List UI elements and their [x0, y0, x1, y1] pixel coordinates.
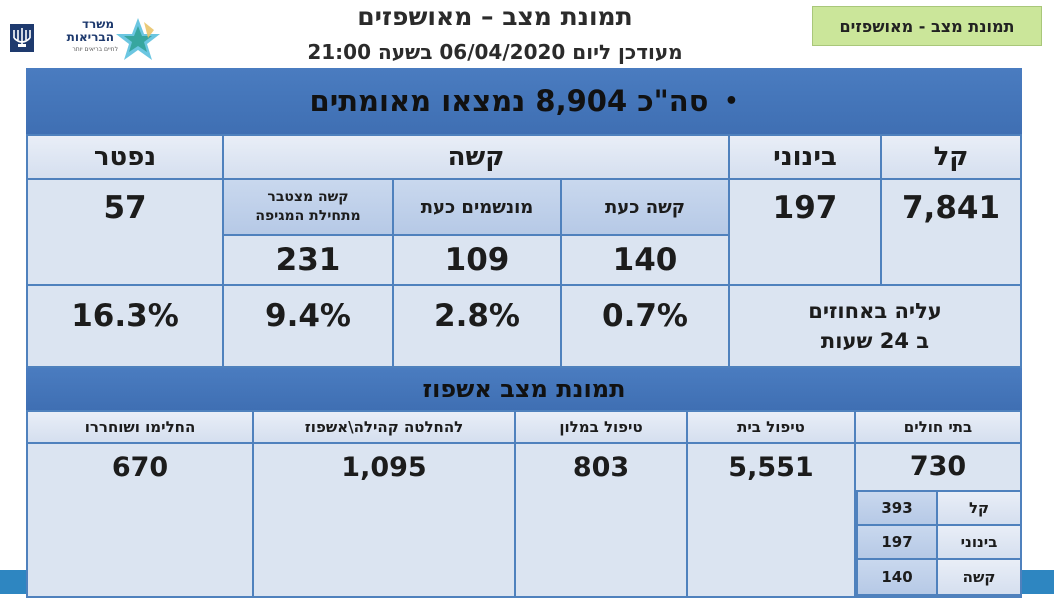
ministry-name-line1: משרד — [81, 17, 114, 31]
increase-ventilated-now: 2.8% — [394, 286, 560, 366]
value-hospitals: 730 — [856, 444, 1020, 488]
subheader-severe-cumulative: קשה מצטבר מתחילת המגיפה — [224, 180, 392, 234]
header-hospitals: בתי חולים — [856, 412, 1020, 442]
total-confirmed-banner: • סה"כ 8,904 נמצאו מאומתים — [26, 68, 1022, 134]
header-mild: קל — [882, 136, 1020, 178]
subheader-severe-now: קשה כעת — [562, 180, 728, 234]
section-badge: תמונת מצב - מאושפזים — [812, 6, 1042, 46]
header-pending-decision: להחלטה קהילה\אשפוז — [254, 412, 514, 442]
page-subtitle: מעודכן ליום 06/04/2020 בשעה 21:00 — [307, 40, 683, 64]
value-ventilated-now: 109 — [394, 236, 560, 284]
hospitalization-title: תמונת מצב אשפוז — [26, 368, 1022, 410]
total-confirmed-text: סה"כ 8,904 נמצאו מאומתים — [309, 84, 709, 118]
value-pending-decision: 1,095 — [254, 444, 514, 596]
increase-severe-now: 0.7% — [562, 286, 728, 366]
subheader-ventilated-now: מונשמים כעת — [394, 180, 560, 234]
value-severe-cumulative: 231 — [224, 236, 392, 284]
breakdown-top-strip — [856, 488, 1020, 490]
breakdown-value-severe: 140 — [858, 560, 936, 594]
bullet-icon: • — [724, 88, 739, 114]
ministry-name-line2: הבריאות — [66, 30, 114, 44]
header-moderate: בינוני — [730, 136, 880, 178]
main-panel: • סה"כ 8,904 נמצאו מאומתים קל בינוני קשה… — [26, 68, 1022, 598]
header-severe: קשה — [224, 136, 728, 178]
ministry-name: משרד הבריאות — [54, 18, 114, 44]
header-hotel-care: טיפול במלון — [516, 412, 686, 442]
breakdown-value-mild: 393 — [858, 492, 936, 524]
footer-stripe-left — [0, 570, 26, 594]
increase-deceased: 16.3% — [28, 286, 222, 366]
footer-stripe-right — [1022, 570, 1054, 594]
value-hotel-care: 803 — [516, 444, 686, 596]
value-severe-now: 140 — [562, 236, 728, 284]
value-deceased: 57 — [28, 180, 222, 284]
header-home-care: טיפול בית — [688, 412, 854, 442]
value-moderate: 197 — [730, 180, 880, 284]
increase-label: עליה באחוזים ב 24 שעות — [730, 286, 1020, 366]
breakdown-label-severe: קשה — [938, 560, 1020, 594]
increase-severe-cumulative: 9.4% — [224, 286, 392, 366]
breakdown-value-moderate: 197 — [858, 526, 936, 558]
breakdown-label-mild: קל — [938, 492, 1020, 524]
value-recovered: 670 — [28, 444, 252, 596]
header-deceased: נפטר — [28, 136, 222, 178]
ministry-logo: משרד הבריאות לחיים בריאים יותר — [10, 16, 165, 66]
breakdown-label-moderate: בינוני — [938, 526, 1020, 558]
star-icon — [116, 18, 160, 60]
menorah-icon — [10, 24, 34, 52]
value-home-care: 5,551 — [688, 444, 854, 596]
ministry-tagline: לחיים בריאים יותר — [72, 46, 118, 53]
header-recovered: החלימו ושוחררו — [28, 412, 252, 442]
value-mild: 7,841 — [882, 180, 1020, 284]
page-title: תמונת מצב – מאושפזים — [357, 2, 633, 31]
